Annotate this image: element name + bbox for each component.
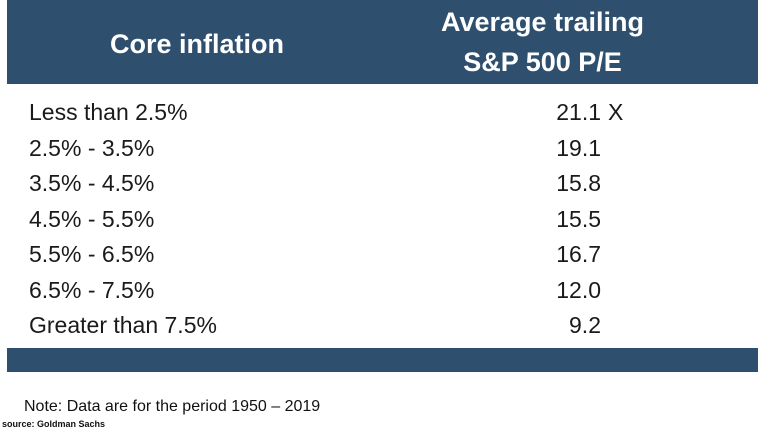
table-footer-bar [7,348,758,372]
row-label: 4.5% - 5.5% [29,205,155,232]
table-row: Less than 2.5% 21.1 X [7,95,758,131]
row-label: 2.5% - 3.5% [29,134,155,161]
row-label: 3.5% - 4.5% [29,170,155,196]
table-row: 3.5% - 4.5% 15.8 [7,166,758,202]
row-label: 5.5% - 6.5% [29,241,155,267]
row-label: Greater than 7.5% [29,312,217,338]
header-average-pe-line2: S&P 500 P/E [463,47,622,77]
row-value: 9.2 [569,312,601,338]
row-value: 15.5 [556,205,601,232]
row-label: 6.5% - 7.5% [29,276,155,303]
table-row: 4.5% - 5.5% 15.5 [7,202,758,238]
pe-inflation-table: Core inflation Average trailing S&P 500 … [7,0,758,344]
header-average-pe-line1: Average trailing [440,7,645,37]
source-credit: source: Goldman Sachs [2,419,106,429]
table-row: 2.5% - 3.5% 19.1 [7,131,758,167]
table-row: 6.5% - 7.5% 12.0 [7,273,758,309]
row-value: 16.7 [556,241,601,267]
table-header: Core inflation Average trailing S&P 500 … [7,0,758,84]
table-body: Less than 2.5% 21.1 X 2.5% - 3.5% 19.1 3… [7,84,758,344]
table-row: 5.5% - 6.5% 16.7 [7,237,758,273]
period-note: Note: Data are for the period 1950 – 201… [24,398,321,415]
row-value: 21.1 [556,99,601,125]
row-label: Less than 2.5% [29,99,188,125]
header-core-inflation: Core inflation [110,28,284,59]
row-value: 12.0 [556,276,601,303]
header-average-pe: Average trailing S&P 500 P/E [387,0,758,84]
row-value: 15.8 [556,170,601,196]
row-value: 19.1 [556,134,601,161]
row-value-suffix: X [608,99,624,125]
table-row: Greater than 7.5% 9.2 [7,308,758,344]
